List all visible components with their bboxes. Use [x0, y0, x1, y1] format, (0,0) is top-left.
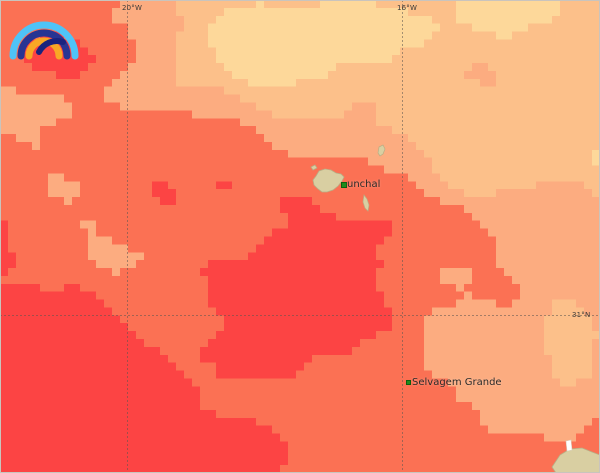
selvagem-grande-label: Selvagem Grande: [412, 377, 502, 388]
rainbow-arc-inner: [25, 37, 63, 60]
rainbow-arc-accent: [36, 38, 66, 55]
rainbow-arc-middle: [17, 29, 71, 60]
rainbow-arc-outer: [9, 21, 79, 60]
funchal-label: unchal: [347, 179, 381, 190]
funchal-marker-dot: [341, 182, 347, 188]
rainbow-logo-icon[interactable]: [8, 12, 80, 60]
selvagem-grande-marker-dot: [406, 380, 411, 385]
